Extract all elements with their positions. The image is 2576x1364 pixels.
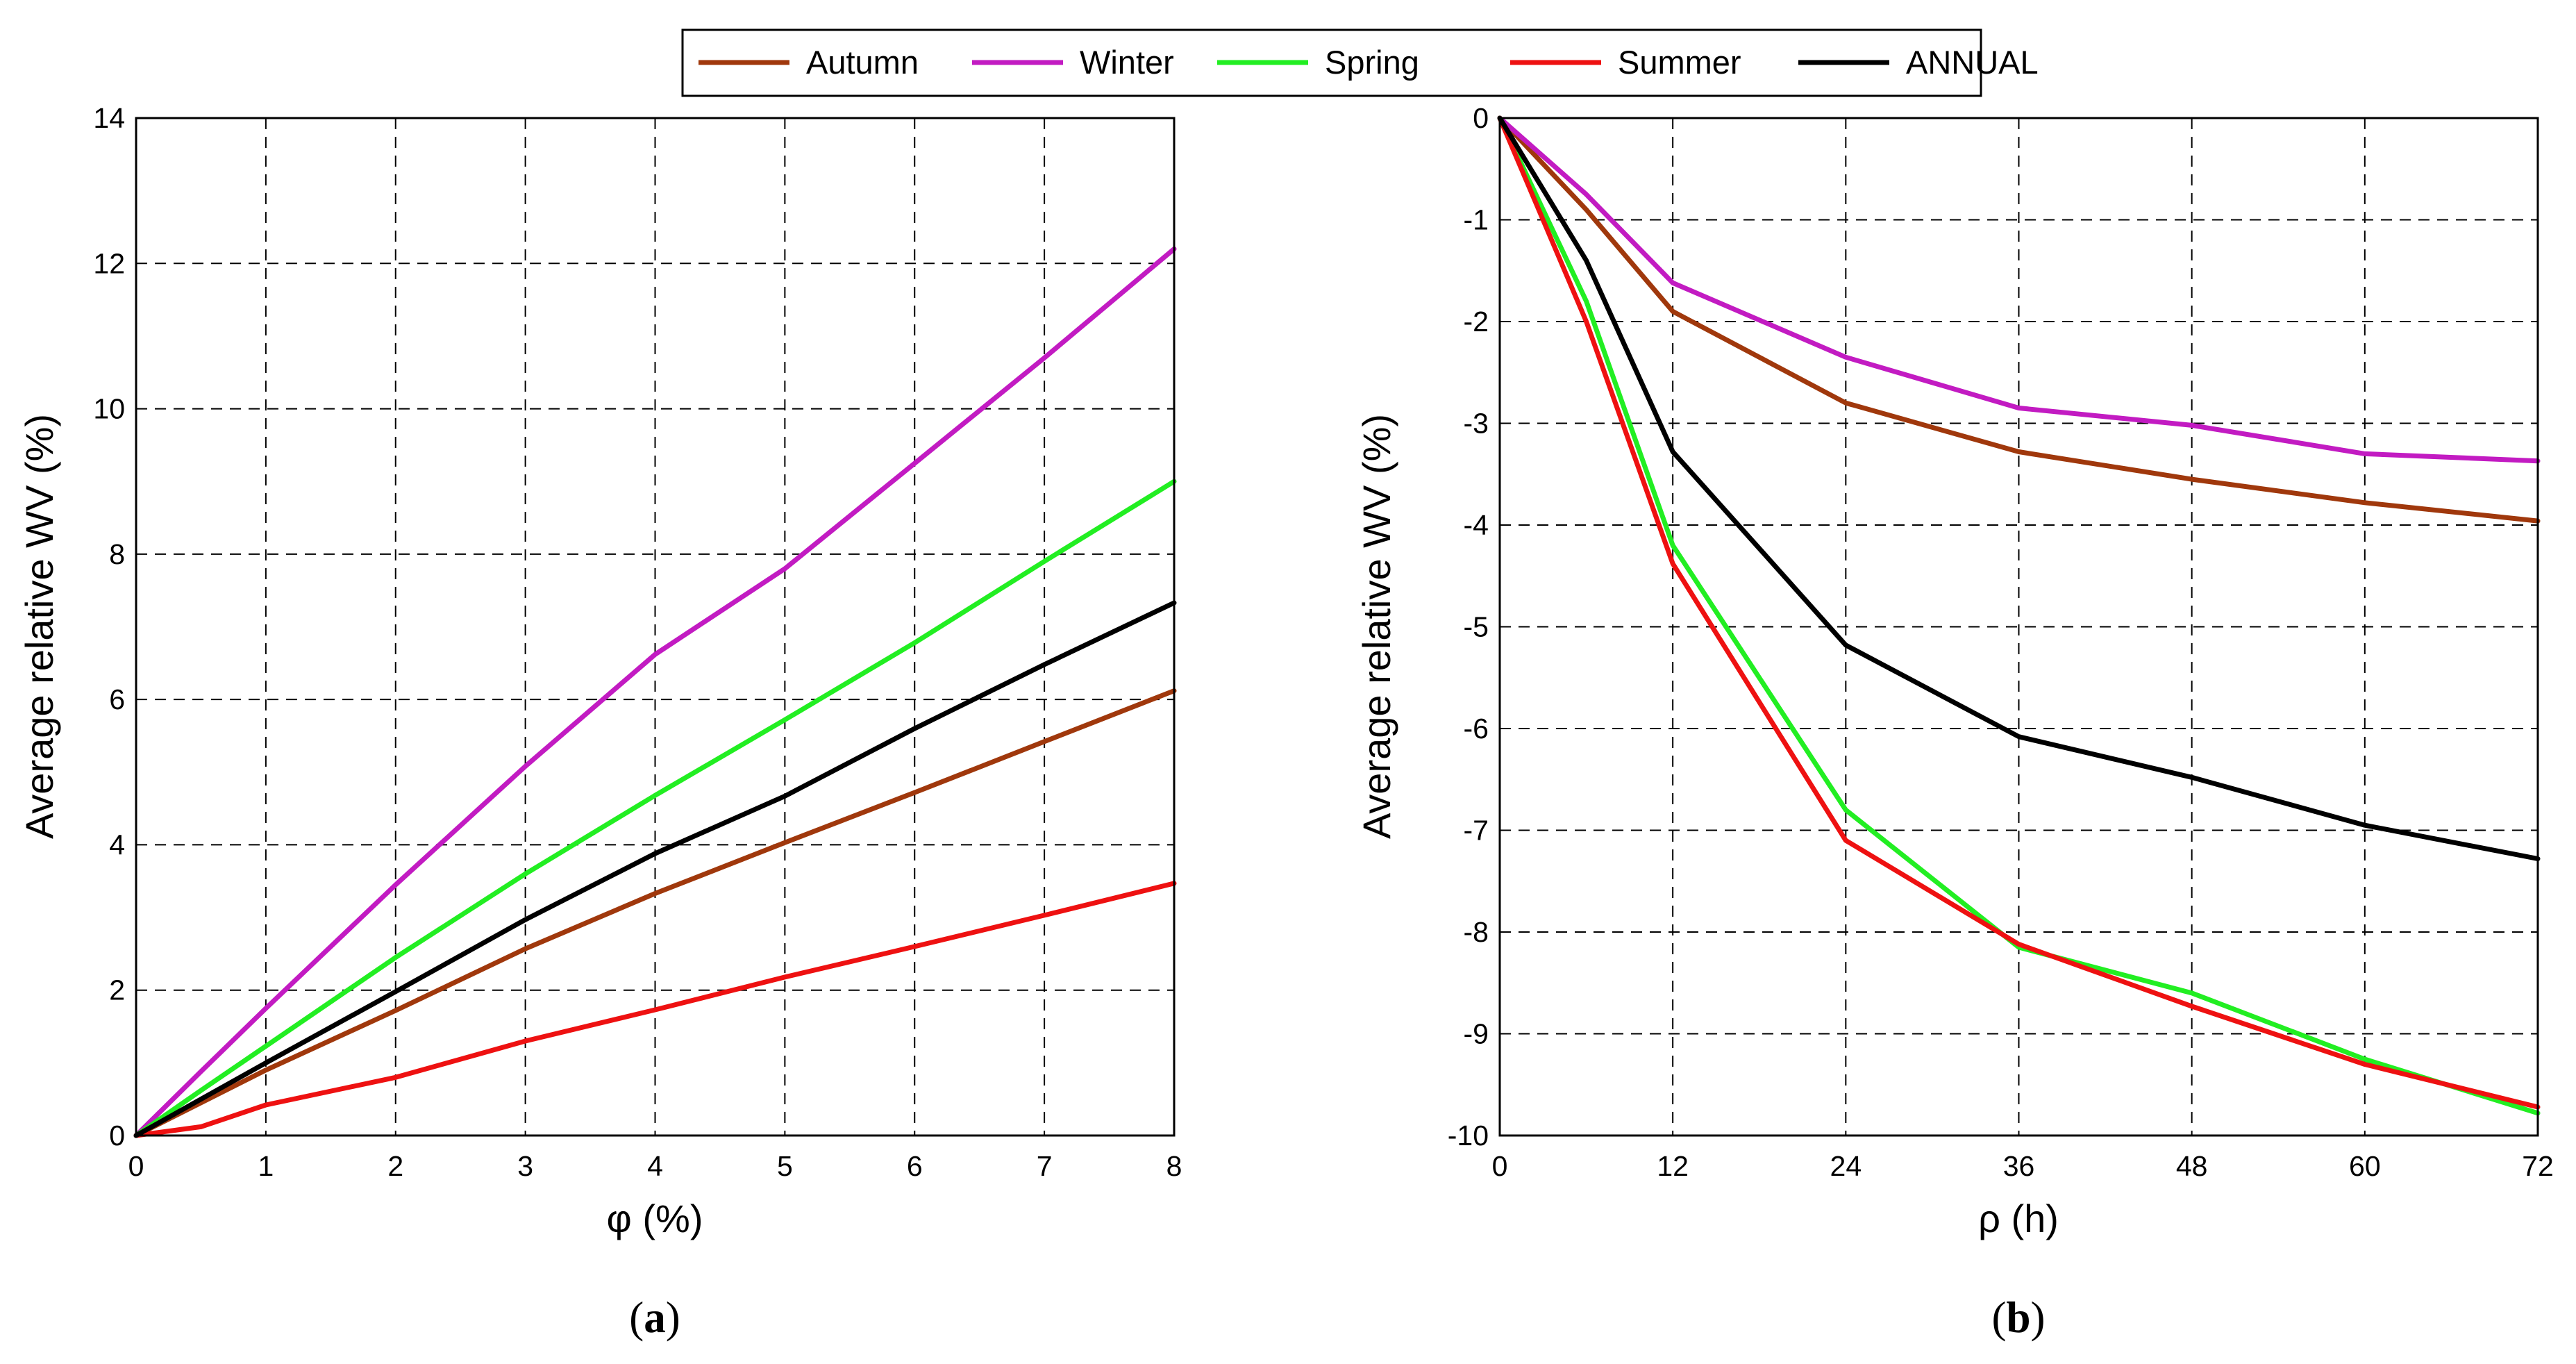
panel-letter-b: b: [2006, 1293, 2030, 1342]
panel-b: 0 12 24 36 48 60 72 0 -1 -2 -3 -4 -5 -6 -7 -8 -9 -10 ρ (…: [1355, 102, 2554, 1342]
series-line-b-annual: [1497, 115, 2541, 861]
legend-label-spring: Spring: [1325, 44, 1419, 81]
series-line-a-summer: [133, 881, 1177, 1138]
series-line-a-winter: [133, 246, 1177, 1138]
y-tick-label-a-10: 10: [93, 393, 125, 425]
x-tick-label-b-0: 0: [1492, 1150, 1508, 1182]
legend-label-summer: Summer: [1618, 44, 1741, 81]
x-tick-label-a-8: 8: [1166, 1150, 1182, 1182]
y-tick-label-b-8: -8: [1464, 916, 1489, 948]
panel-label-b: (b): [1991, 1293, 2045, 1342]
x-tick-label-a-6: 6: [907, 1150, 923, 1182]
y-tick-label-a-2: 2: [109, 974, 125, 1006]
legend-label-winter: Winter: [1080, 44, 1174, 81]
y-axis-label-b: Average relative WV (%): [1355, 414, 1398, 839]
x-tick-label-a-7: 7: [1037, 1150, 1053, 1182]
series-line-a-autumn: [133, 688, 1177, 1138]
x-tick-label-b-24: 24: [1830, 1150, 1862, 1182]
y-tick-label-b-7: -7: [1464, 815, 1489, 847]
series-b: [1497, 115, 2541, 1116]
legend-label-autumn: Autumn: [806, 44, 919, 81]
x-tick-labels-b: 0 12 24 36 48 60 72: [1492, 1150, 2554, 1182]
x-tick-label-b-12: 12: [1657, 1150, 1689, 1182]
x-axis-label-b: ρ (h): [1978, 1197, 2059, 1240]
y-tick-label-b-0: 0: [1473, 102, 1489, 134]
y-tick-label-b-5: -5: [1464, 611, 1489, 643]
x-tick-labels-a: 0 1 2 3 4 5 6 7 8: [128, 1150, 1182, 1182]
x-axis-label-a: φ (%): [607, 1197, 703, 1240]
x-tick-label-b-72: 72: [2522, 1150, 2554, 1182]
x-tick-label-b-60: 60: [2349, 1150, 2381, 1182]
y-tick-label-b-3: -3: [1464, 408, 1489, 440]
series-line-b-autumn: [1497, 115, 2541, 524]
legend-box: [681, 28, 1982, 97]
y-tick-labels-b: 0 -1 -2 -3 -4 -5 -6 -7 -8 -9 -10: [1448, 102, 1489, 1151]
y-tick-label-b-10: -10: [1448, 1120, 1489, 1151]
x-tick-label-a-4: 4: [647, 1150, 663, 1182]
x-tick-label-a-5: 5: [777, 1150, 793, 1182]
x-tick-label-a-3: 3: [517, 1150, 533, 1182]
y-tick-label-a-12: 12: [93, 247, 125, 279]
series-line-b-winter: [1497, 115, 2541, 464]
x-tick-label-b-36: 36: [2003, 1150, 2035, 1182]
y-tick-label-b-9: -9: [1464, 1018, 1489, 1050]
grid-b: [1500, 118, 2538, 1136]
panel-label-a: (a): [629, 1293, 680, 1342]
y-tick-labels-a: 0 2 4 6 8 10 12 14: [93, 102, 125, 1151]
legend-label-annual: ANNUAL: [1906, 44, 2039, 81]
x-tick-label-a-0: 0: [128, 1150, 144, 1182]
series-a: [133, 246, 1177, 1138]
y-tick-label-a-6: 6: [109, 683, 125, 715]
x-tick-label-a-2: 2: [387, 1150, 403, 1182]
plot-frame-a: [135, 117, 1176, 1137]
y-tick-label-a-4: 4: [109, 829, 125, 860]
legend: Autumn Winter Spring Summer ANNUAL: [681, 28, 2039, 97]
series-line-a-spring: [133, 479, 1177, 1138]
y-axis-label-a: Average relative WV (%): [17, 414, 61, 839]
panel-letter-a: a: [644, 1293, 666, 1342]
y-tick-label-b-6: -6: [1464, 713, 1489, 745]
plot-frame-b: [1498, 117, 2539, 1137]
y-tick-label-b-2: -2: [1464, 306, 1489, 338]
series-line-b-summer: [1497, 115, 2541, 1110]
grid-a: [136, 118, 1174, 1136]
y-tick-label-a-14: 14: [93, 102, 125, 134]
series-line-b-spring: [1497, 115, 2541, 1116]
x-tick-label-b-48: 48: [2176, 1150, 2208, 1182]
legend-entries: Autumn Winter Spring Summer ANNUAL: [699, 44, 2039, 81]
y-tick-label-b-1: -1: [1464, 204, 1489, 236]
y-tick-label-b-4: -4: [1464, 509, 1489, 541]
x-tick-label-a-1: 1: [258, 1150, 274, 1182]
y-tick-label-a-0: 0: [109, 1120, 125, 1151]
series-line-a-annual: [133, 600, 1177, 1138]
y-tick-label-a-8: 8: [109, 538, 125, 570]
